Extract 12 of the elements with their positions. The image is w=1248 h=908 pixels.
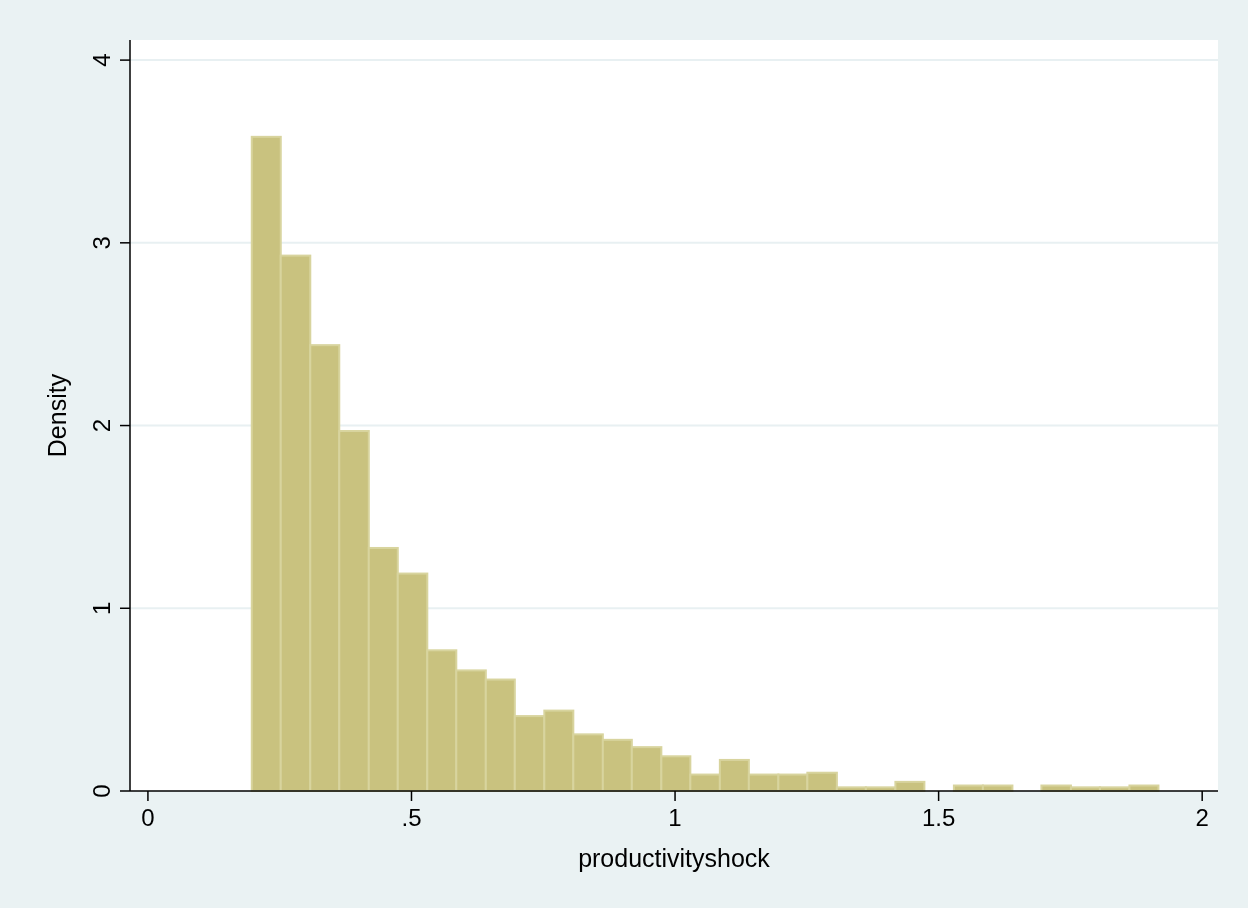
- x-tick-label: .5: [401, 804, 422, 831]
- y-tick-label: 2: [88, 418, 115, 433]
- y-tick-label: 0: [88, 784, 115, 798]
- x-tick-label: 0: [141, 804, 155, 831]
- x-tick-label: 2: [1195, 804, 1209, 831]
- y-axis-title: Density: [43, 373, 71, 458]
- x-tick-label: 1: [668, 804, 682, 831]
- x-axis-title: productivityshock: [578, 844, 771, 872]
- y-tick-label: 1: [88, 601, 115, 615]
- y-tick-label: 4: [88, 53, 115, 67]
- x-tick-label: 1.5: [921, 804, 956, 831]
- y-tick-label: 3: [88, 236, 115, 250]
